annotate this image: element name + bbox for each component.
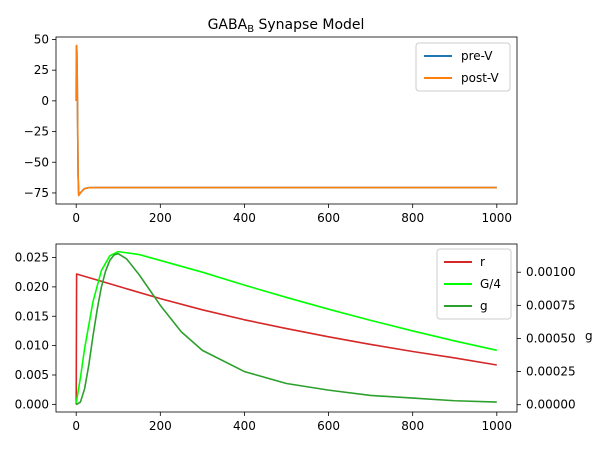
conductance-right-y-tick-label-1: 0.00025 (526, 365, 576, 379)
conductance-left-y-tick-label-2: 0.010 (15, 339, 49, 353)
voltage-y-tick-label-0: −75 (24, 186, 49, 200)
voltage-legend: pre-V post-V (415, 42, 511, 92)
series-line-r (75, 273, 497, 405)
conductance-right-y-tick-label-4: 0.00100 (526, 265, 576, 279)
legend-label-g: g (480, 299, 488, 313)
voltage-x-tick-label-1: 200 (149, 211, 172, 225)
conductance-chart: 0 200 400 600 800 1000 0.000 0.005 0.010 0.015 0.0… (15, 243, 576, 433)
chart-title: GABAB Synapse Model (208, 17, 365, 35)
voltage-y-tick-label-5: 50 (34, 32, 49, 46)
conductance-x-tick-label-2: 400 (233, 419, 256, 433)
conductance-left-y-tick-label-1: 0.005 (15, 368, 49, 382)
conductance-x-tick-label-4: 800 (401, 419, 424, 433)
conductance-left-y-tick-label-0: 0.000 (15, 397, 49, 411)
voltage-y-tick-label-4: 25 (34, 63, 49, 77)
conductance-x-tick-label-1: 200 (149, 419, 172, 433)
chart-title-main: GABA (208, 17, 248, 33)
voltage-plot-frame (55, 36, 518, 205)
legend-label-pre-v: pre-V (461, 49, 493, 63)
series-line-post-v (75, 44, 497, 197)
conductance-x-tick-label-3: 600 (317, 419, 340, 433)
voltage-x-tick-label-2: 400 (233, 211, 256, 225)
voltage-y-tick-label-2: −25 (24, 125, 49, 139)
voltage-chart: 0 200 400 600 800 1000 −75 −50 −25 0 25 50 (24, 32, 518, 225)
voltage-x-tick-label-3: 600 (317, 211, 340, 225)
conductance-right-y-tick-label-3: 0.00075 (526, 298, 576, 312)
conductance-plot-frame (55, 243, 518, 413)
series-line-g-4 (75, 250, 497, 404)
voltage-y-tick-label-3: 0 (41, 94, 49, 108)
voltage-y-tick-label-1: −50 (24, 155, 49, 169)
right-axis-label: g (585, 329, 593, 343)
conductance-right-y-tick-label-0: 0.00000 (526, 398, 576, 412)
chart-title-rest: Synapse Model (254, 17, 364, 33)
conductance-x-tick-label-0: 0 (72, 419, 80, 433)
conductance-left-y-tick-label-3: 0.015 (15, 309, 49, 323)
series-line-g (75, 252, 497, 406)
legend-label-post-v: post-V (461, 71, 500, 85)
legend-label-g-over-4: G/4 (480, 277, 501, 291)
voltage-x-tick-label-5: 1000 (482, 211, 513, 225)
legend-label-r: r (480, 255, 485, 269)
chart-title-subscript: B (247, 24, 254, 35)
conductance-left-y-tick-label-4: 0.020 (15, 280, 49, 294)
conductance-legend: r G/4 g (436, 248, 512, 320)
conductance-right-y-tick-label-2: 0.00050 (526, 331, 576, 345)
conductance-legend-frame (436, 248, 512, 320)
voltage-x-tick-label-0: 0 (72, 211, 80, 225)
conductance-x-tick-label-5: 1000 (482, 419, 513, 433)
conductance-left-y-tick-label-5: 0.025 (15, 251, 49, 265)
voltage-x-tick-label-4: 800 (401, 211, 424, 225)
